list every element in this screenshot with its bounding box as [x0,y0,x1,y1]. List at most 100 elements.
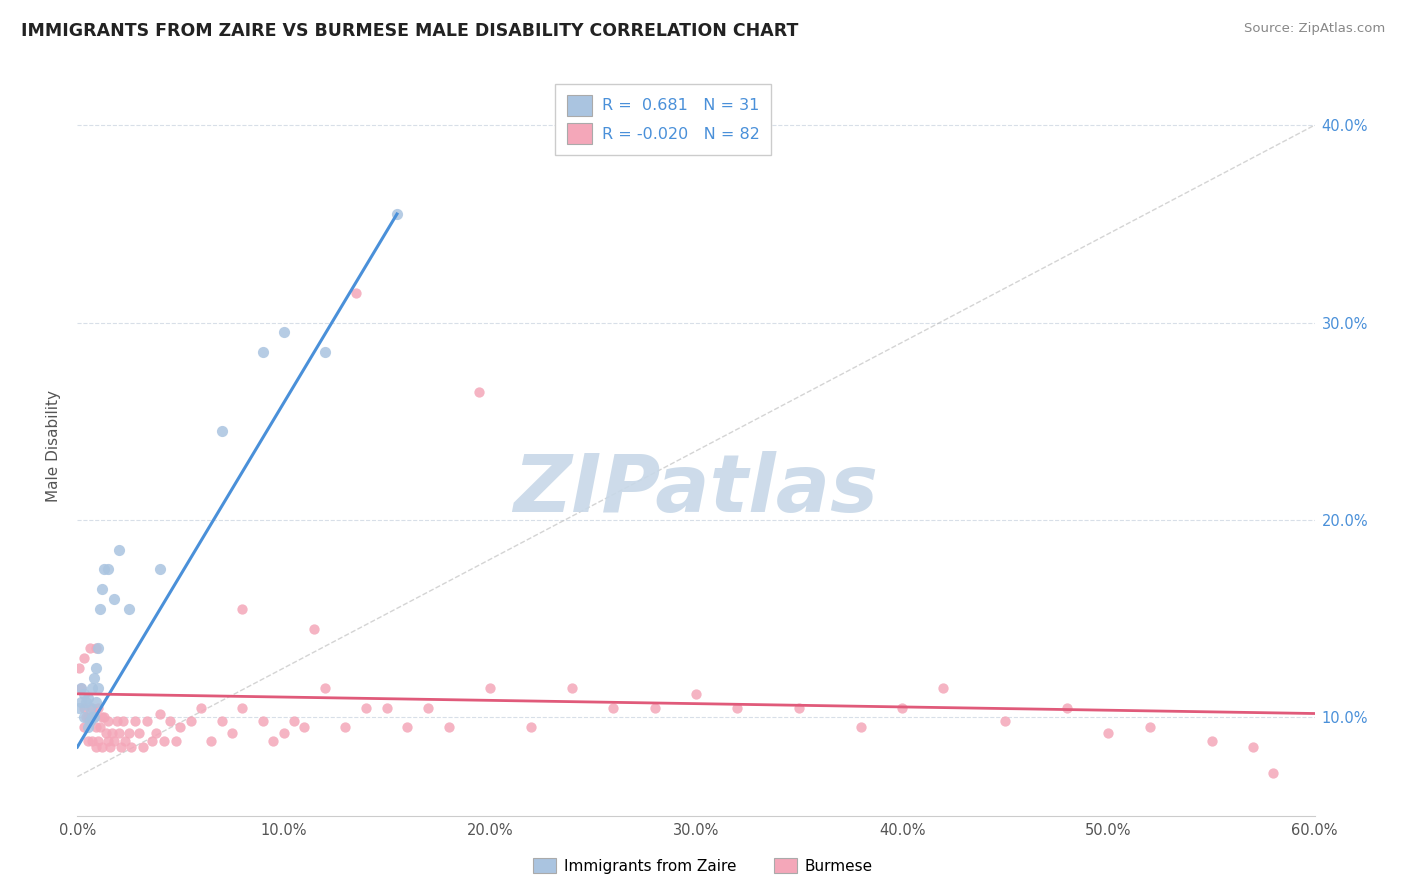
Point [67,700,90,714]
Point [118,602,141,616]
Point [314,681,336,695]
Point [118,726,141,740]
Point [252,345,274,359]
Point [273,326,295,340]
Point [375,700,398,714]
Point [91,740,114,755]
Point [79,714,101,729]
Point [231,700,253,714]
Point [93,710,115,724]
Point [1097,726,1119,740]
Point [83,671,105,685]
Point [87,641,110,656]
Point [561,681,583,695]
Point [120,740,142,755]
Point [80,734,103,748]
Point [98,740,121,755]
Point [396,720,419,734]
Legend: R =  0.681   N = 31, R = -0.020   N = 82: R = 0.681 N = 31, R = -0.020 N = 82 [555,84,770,155]
Point [149,562,172,576]
Point [97,562,120,576]
Point [124,714,146,729]
Point [107,542,129,557]
Point [76,710,98,724]
Point [72,651,94,665]
Point [165,734,187,748]
Point [849,720,872,734]
Point [685,687,707,701]
Point [932,681,955,695]
Point [70,681,93,695]
Point [114,734,136,748]
Point [262,734,284,748]
Point [141,734,163,748]
Point [93,562,115,576]
Point [231,602,253,616]
Point [80,700,103,714]
Y-axis label: Male Disability: Male Disability [46,390,62,502]
Text: IMMIGRANTS FROM ZAIRE VS BURMESE MALE DISABILITY CORRELATION CHART: IMMIGRANTS FROM ZAIRE VS BURMESE MALE DI… [21,22,799,40]
Point [76,720,98,734]
Point [787,700,810,714]
Point [67,661,90,675]
Point [79,714,101,729]
Point [292,720,315,734]
Point [200,734,222,748]
Point [725,700,748,714]
Point [1139,720,1161,734]
Point [80,710,103,724]
Point [190,700,212,714]
Point [110,740,132,755]
Point [84,695,107,709]
Point [437,720,460,734]
Point [468,384,491,399]
Point [75,710,97,724]
Point [84,740,107,755]
Point [891,700,914,714]
Point [304,622,326,636]
Point [83,710,105,724]
Point [89,602,111,616]
Point [105,714,128,729]
Legend: Immigrants from Zaire, Burmese: Immigrants from Zaire, Burmese [527,852,879,880]
Point [76,734,98,748]
Point [72,720,94,734]
Point [602,700,624,714]
Point [70,681,93,695]
Point [84,661,107,675]
Point [84,641,107,656]
Point [76,690,98,705]
Point [1241,740,1264,755]
Point [169,720,191,734]
Point [211,714,233,729]
Point [83,710,105,724]
Point [520,720,543,734]
Point [75,695,97,709]
Point [283,714,305,729]
Text: ZIPatlas: ZIPatlas [513,451,879,530]
Point [211,424,233,438]
Point [79,641,101,656]
Point [273,726,295,740]
Point [87,681,110,695]
Point [149,706,172,721]
Point [1201,734,1223,748]
Point [87,734,110,748]
Point [159,714,181,729]
Point [252,714,274,729]
Point [80,681,103,695]
Point [128,726,150,740]
Point [385,207,408,221]
Point [79,700,101,714]
Point [314,345,336,359]
Point [478,681,501,695]
Point [180,714,202,729]
Point [97,734,120,748]
Point [994,714,1017,729]
Point [103,592,125,607]
Point [87,700,110,714]
Point [1263,765,1285,780]
Point [416,700,439,714]
Point [89,720,111,734]
Point [344,285,367,300]
